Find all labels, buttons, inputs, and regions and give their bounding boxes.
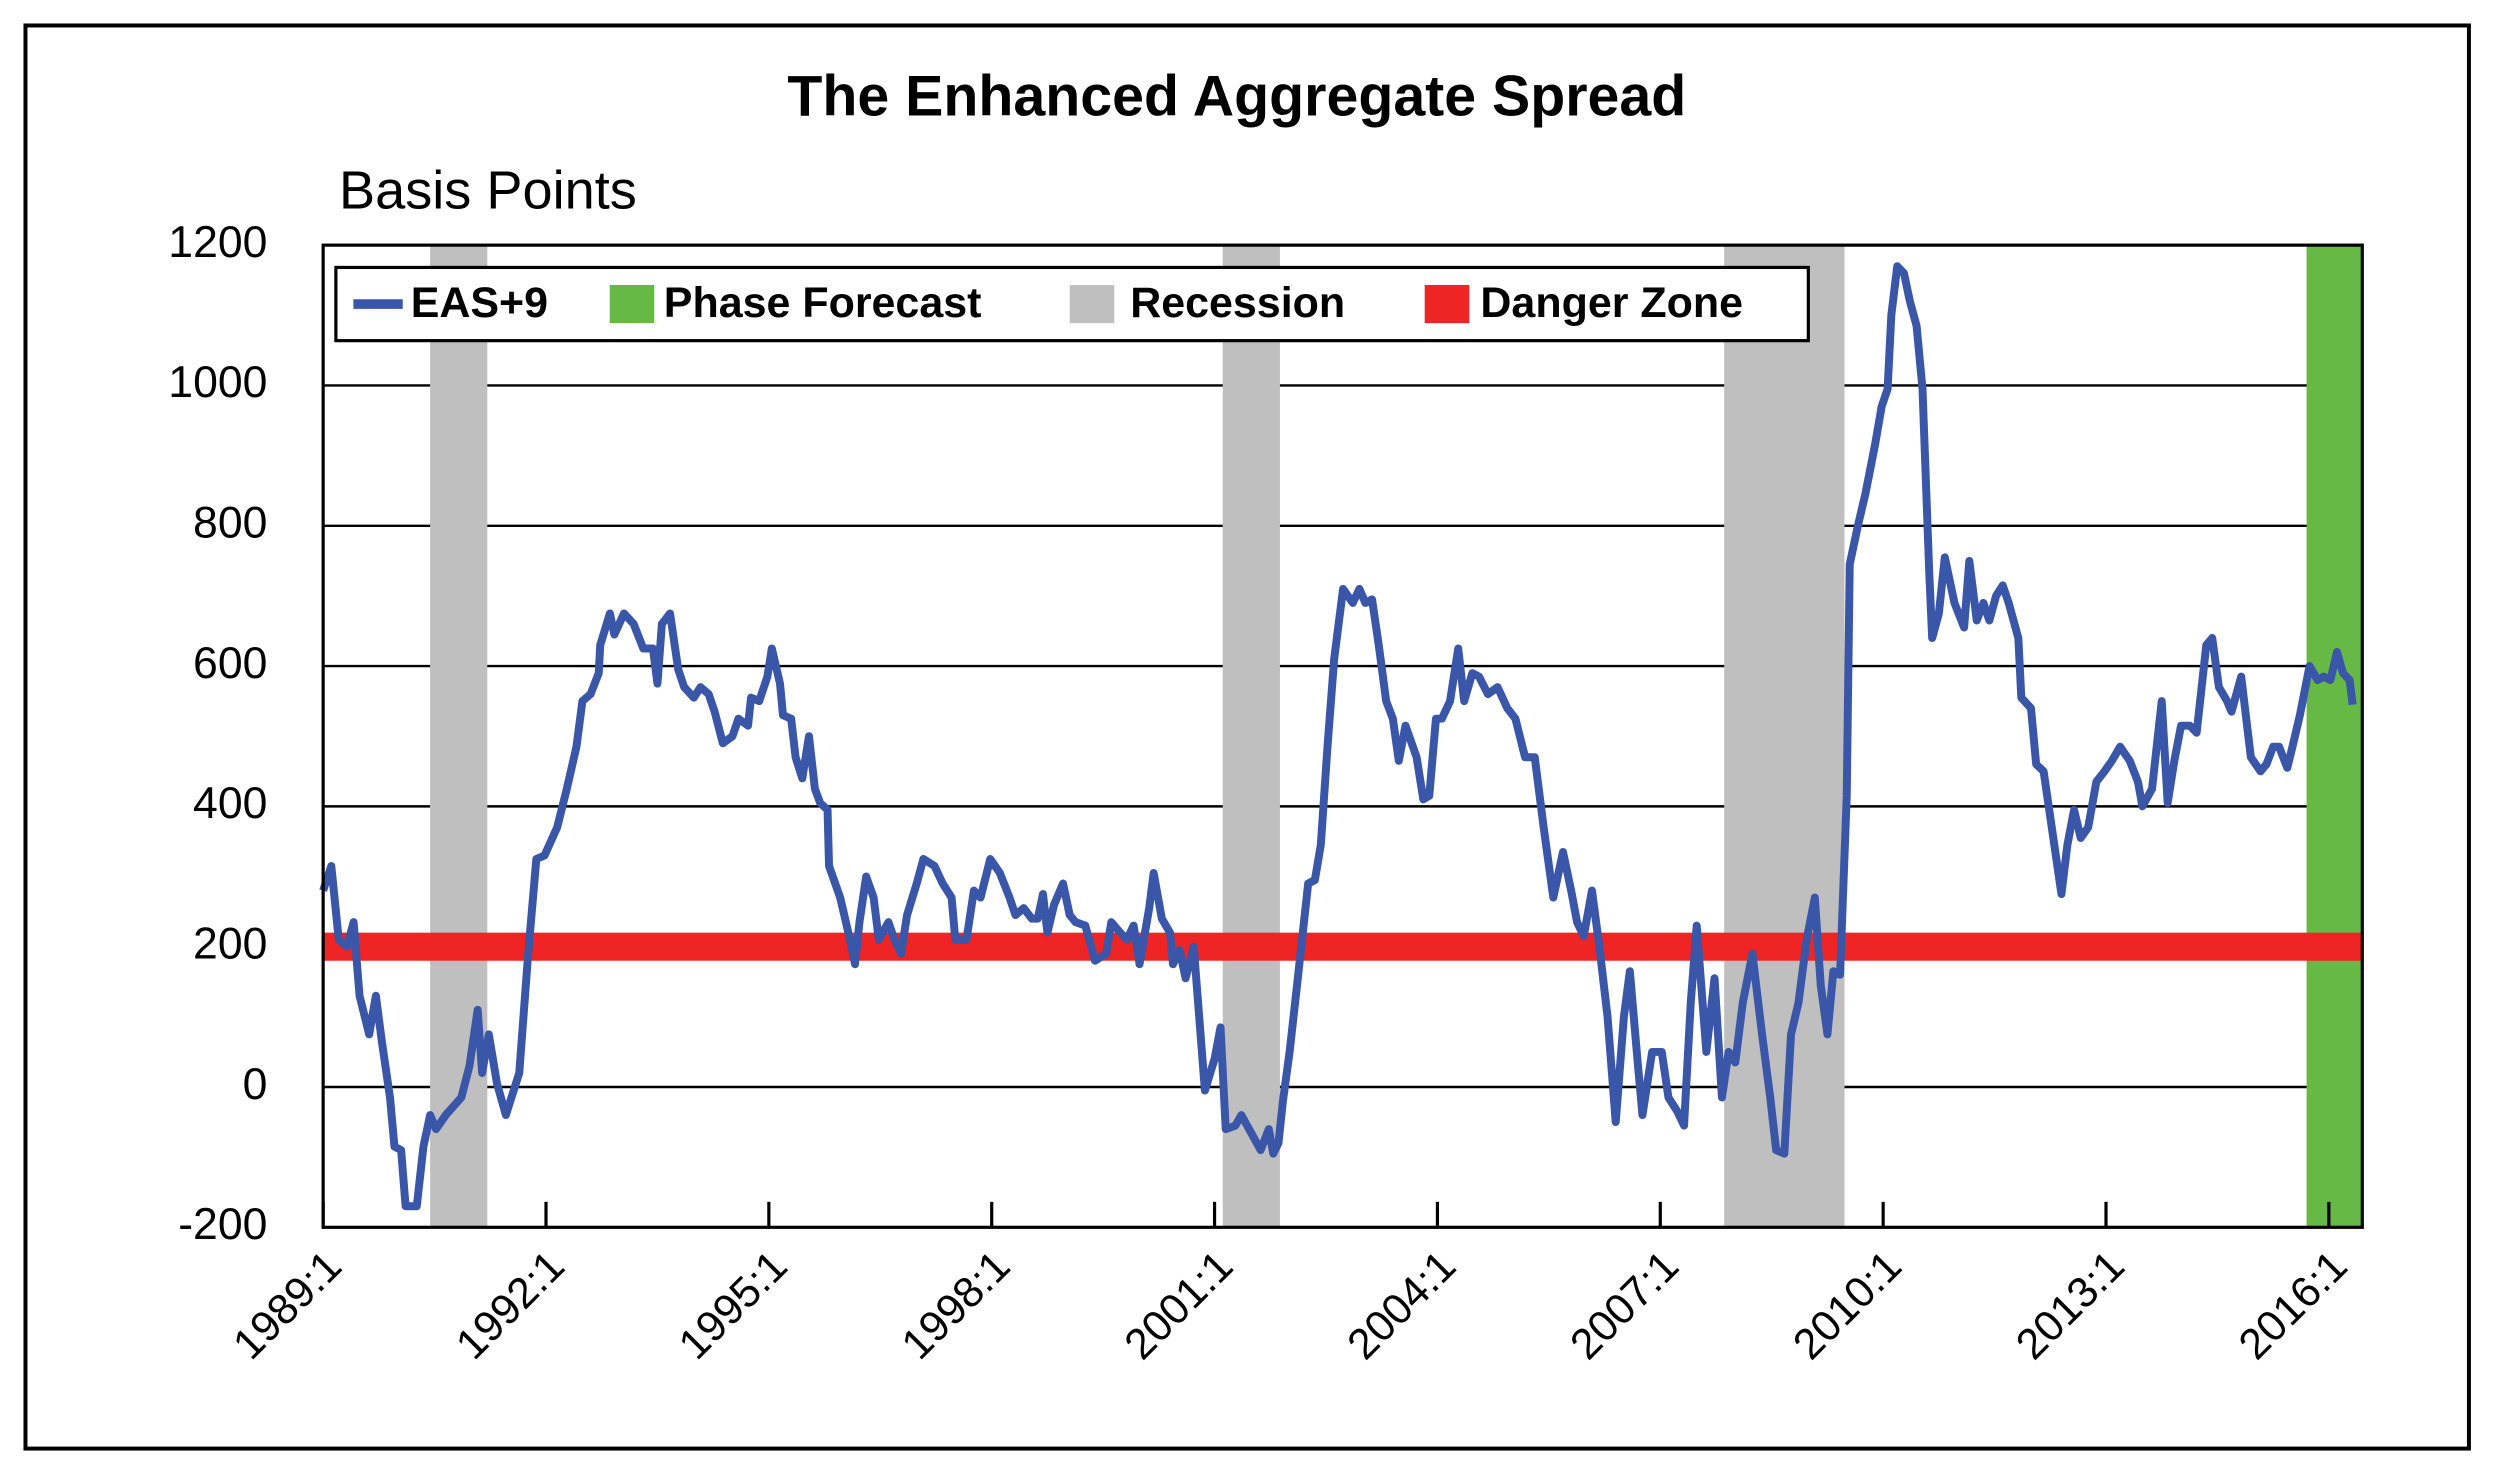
plot-frame <box>321 243 2364 1229</box>
y-tick-label: 200 <box>193 919 267 968</box>
danger-zone-band <box>323 932 2363 961</box>
y-axis-label: Basis Points <box>339 161 637 221</box>
phase-forecast-band <box>2306 245 2363 1228</box>
y-tick-label: 1000 <box>168 358 267 407</box>
y-tick-label: -200 <box>178 1200 267 1249</box>
y-tick-label: 800 <box>193 499 267 548</box>
legend-swatch <box>609 284 655 324</box>
y-tick-label: 400 <box>193 779 267 828</box>
legend: EAS+9 Phase Forecast Recession Danger Zone <box>334 265 1810 343</box>
legend-label: EAS+9 <box>411 279 548 327</box>
legend-label: Phase Forecast <box>664 279 982 327</box>
legend-swatch <box>1424 284 1470 324</box>
y-tick-label: 0 <box>243 1060 268 1109</box>
legend-label: Recession <box>1130 279 1345 327</box>
chart-frame <box>23 23 2471 1451</box>
recession-band <box>1724 245 1845 1228</box>
legend-swatch <box>1069 284 1115 324</box>
y-tick-label: 600 <box>193 639 267 688</box>
chart-title: The Enhanced Aggregate Spread <box>787 64 1686 128</box>
data-line <box>319 262 2357 1211</box>
recession-band <box>430 245 488 1228</box>
recession-band <box>1222 245 1280 1228</box>
legend-label: Danger Zone <box>1480 279 1743 327</box>
y-tick-label: 1200 <box>168 218 267 267</box>
